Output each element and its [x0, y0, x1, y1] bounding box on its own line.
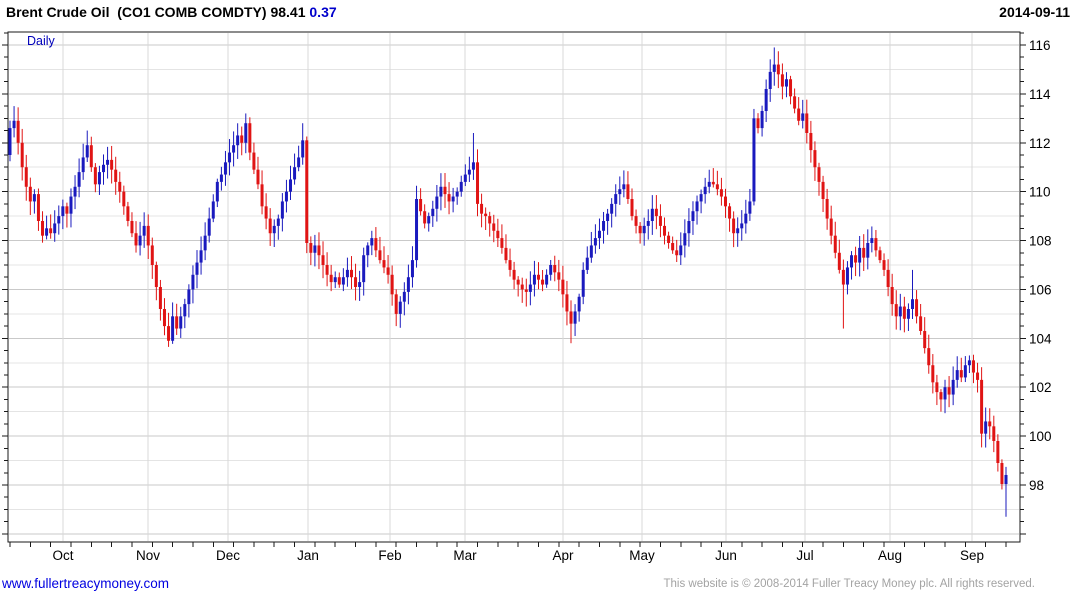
last-price: 98.41: [270, 4, 306, 20]
axis-labels: 116 114 112 110 108 106 104 102 100 98 Oct Nov Dec Ja…: [52, 38, 1052, 563]
y-axis-label: 110: [1029, 185, 1051, 200]
x-axis-label: Jun: [715, 548, 737, 563]
x-axis-label: Apr: [552, 548, 574, 563]
y-axis-label: 108: [1029, 234, 1052, 249]
x-axis-label: Sep: [960, 548, 984, 563]
x-axis-label: Jan: [297, 548, 319, 563]
title-bar: Brent Crude Oil (CO1 COMB COMDTY) 98.41 …: [6, 4, 1070, 26]
y-axis-label: 100: [1029, 429, 1052, 444]
y-axis-label: 116: [1029, 38, 1051, 53]
footer: www.fullertreacymoney.com This website i…: [0, 572, 1075, 596]
axes: [2, 31, 1026, 547]
candles: [8, 47, 1008, 517]
x-axis-label: Nov: [136, 548, 160, 563]
frequency-label: Daily: [27, 34, 55, 48]
y-axis-label: 102: [1029, 380, 1052, 395]
gridlines: [9, 33, 1019, 541]
y-axis-label: 98: [1029, 478, 1044, 493]
x-axis-label: May: [629, 548, 655, 563]
x-axis-label: Jul: [796, 548, 813, 563]
y-axis-label: 104: [1029, 331, 1052, 346]
chart-title: Brent Crude Oil (CO1 COMB COMDTY) 98.41 …: [6, 4, 337, 20]
copyright-text: This website is © 2008-2014 Fuller Treac…: [663, 578, 1035, 590]
x-axis-label: Feb: [378, 548, 401, 563]
x-axis-label: Dec: [216, 548, 240, 563]
chart-date: 2014-09-11: [999, 4, 1070, 20]
price-change: 0.37: [309, 4, 337, 20]
y-axis-label: 112: [1029, 136, 1051, 151]
instrument-name: Brent Crude Oil (CO1 COMB COMDTY): [6, 4, 267, 20]
website-link[interactable]: www.fullertreacymoney.com: [2, 576, 170, 591]
y-axis-label: 106: [1029, 282, 1052, 297]
x-axis-label: Oct: [52, 548, 73, 563]
y-axis-label: 114: [1029, 87, 1051, 102]
x-axis-label: Mar: [453, 548, 477, 563]
x-axis-label: Aug: [878, 548, 902, 563]
